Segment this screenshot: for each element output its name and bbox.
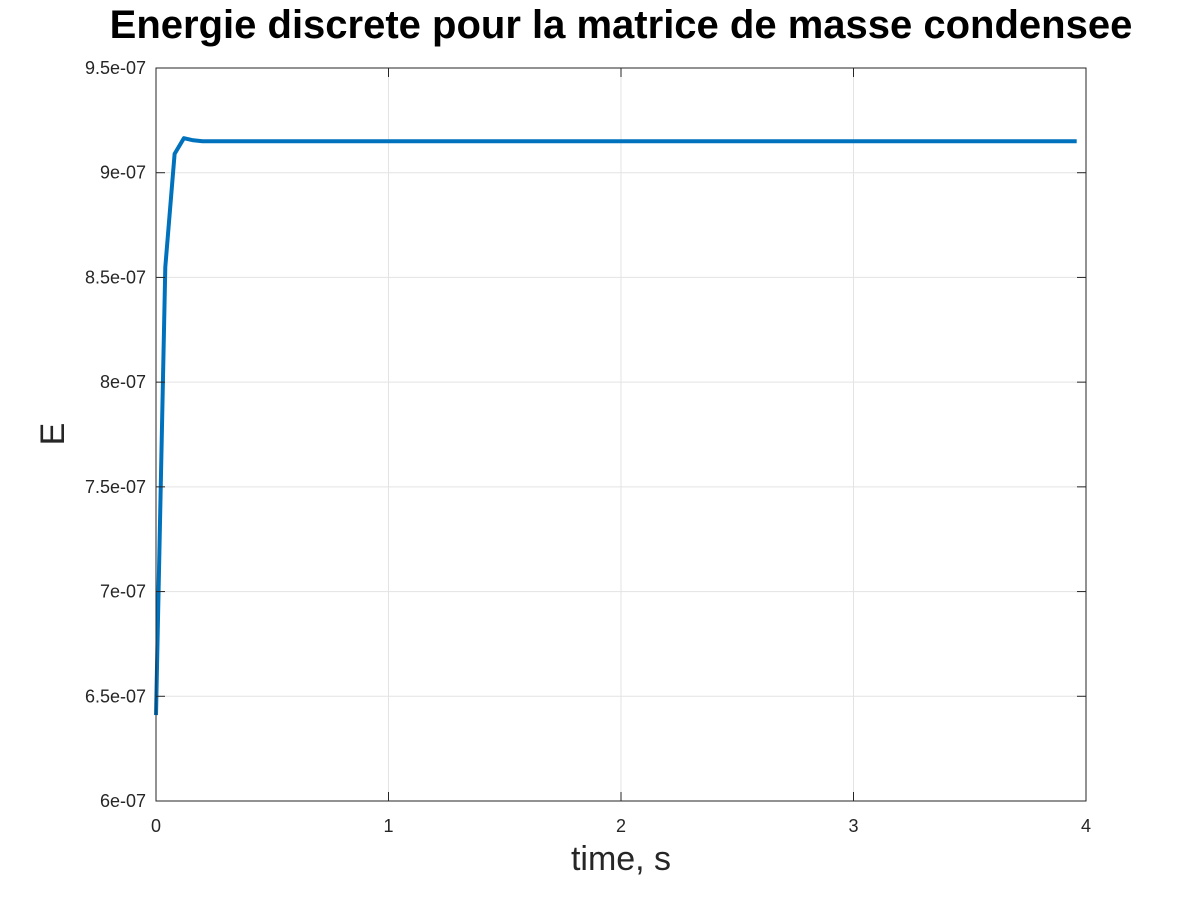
y-tick-label: 8e-07 <box>100 372 146 392</box>
series-layer <box>154 136 1077 716</box>
x-tick-label: 2 <box>616 816 626 836</box>
x-tick-label: 4 <box>1081 816 1091 836</box>
y-tick-label: 7e-07 <box>100 582 146 602</box>
x-tick-label: 3 <box>848 816 858 836</box>
y-tick-label: 6.5e-07 <box>85 686 146 706</box>
energy-series-line <box>154 136 1077 716</box>
tick-marks <box>155 67 1087 802</box>
y-tick-label: 9.5e-07 <box>85 58 146 78</box>
x-tick-labels: 0 1 2 3 4 <box>151 816 1091 836</box>
x-tick-label: 0 <box>151 816 161 836</box>
y-tick-label: 8.5e-07 <box>85 267 146 287</box>
y-tick-labels: 6e-07 6.5e-07 7e-07 7.5e-07 8e-07 8.5e-07 9e-0… <box>85 58 146 811</box>
x-tick-label: 1 <box>383 816 393 836</box>
x-axis-label: time, s <box>571 840 671 878</box>
y-tick-label: 7.5e-07 <box>85 477 146 497</box>
y-tick-label: 6e-07 <box>100 791 146 811</box>
y-tick-label: 9e-07 <box>100 163 146 183</box>
chart-title: Energie discrete pour la matrice de mass… <box>110 3 1133 47</box>
y-axis-label: E <box>34 423 72 446</box>
